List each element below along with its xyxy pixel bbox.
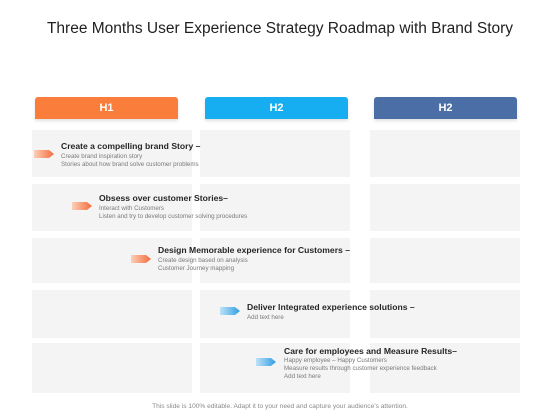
page-title: Three Months User Experience Strategy Ro… — [46, 20, 514, 37]
blue-arrow-icon — [256, 358, 276, 366]
item-detail: Stories about how brand solve customer p… — [61, 161, 199, 168]
item-title: Deliver Integrated experience solutions … — [247, 302, 415, 312]
column-header-label: H2 — [438, 102, 453, 114]
item-title: Obsess over customer Stories– — [99, 193, 228, 203]
item-detail: Interact with Customers — [99, 205, 164, 212]
orange-arrow-icon — [131, 255, 151, 263]
grid-cell — [32, 238, 192, 283]
grid-cell — [32, 290, 192, 338]
column-header-label: H2 — [269, 102, 284, 114]
grid-cell — [370, 290, 520, 338]
item-detail: Measure results through customer experie… — [284, 365, 437, 372]
grid-cell — [370, 184, 520, 231]
grid-cell — [200, 238, 350, 283]
column-header-h2-first: H2 — [205, 97, 348, 119]
grid-cell — [370, 343, 520, 393]
blue-arrow-icon — [220, 307, 240, 315]
orange-arrow-icon — [34, 150, 54, 158]
grid-cell — [200, 343, 350, 393]
item-detail: Add text here — [247, 314, 284, 321]
item-detail: Create design based on analysis — [158, 257, 248, 264]
item-detail: Create brand inspiration story — [61, 153, 143, 160]
item-detail: Add text here — [284, 373, 321, 380]
item-title: Design Memorable experience for Customer… — [158, 245, 350, 255]
grid-cell — [200, 130, 350, 177]
column-header-h2-second: H2 — [374, 97, 517, 119]
column-header-label: H1 — [99, 102, 114, 114]
item-title: Create a compelling brand Story – — [61, 141, 201, 151]
item-detail: Listen and try to develop customer solvi… — [99, 213, 248, 220]
grid-cell — [32, 184, 192, 231]
column-header-h1: H1 — [35, 97, 178, 119]
item-title: Care for employees and Measure Results– — [284, 346, 457, 356]
item-detail: Happy employee – Happy Customers — [284, 357, 387, 364]
orange-arrow-icon — [72, 202, 92, 210]
grid-cell — [370, 238, 520, 283]
grid-cell — [200, 184, 350, 231]
footer-note: This slide is 100% editable. Adapt it to… — [152, 403, 408, 410]
grid-cell — [32, 130, 192, 177]
item-detail: Customer Journey mapping — [158, 265, 235, 272]
grid-cell — [370, 130, 520, 177]
grid-cell — [32, 343, 192, 393]
